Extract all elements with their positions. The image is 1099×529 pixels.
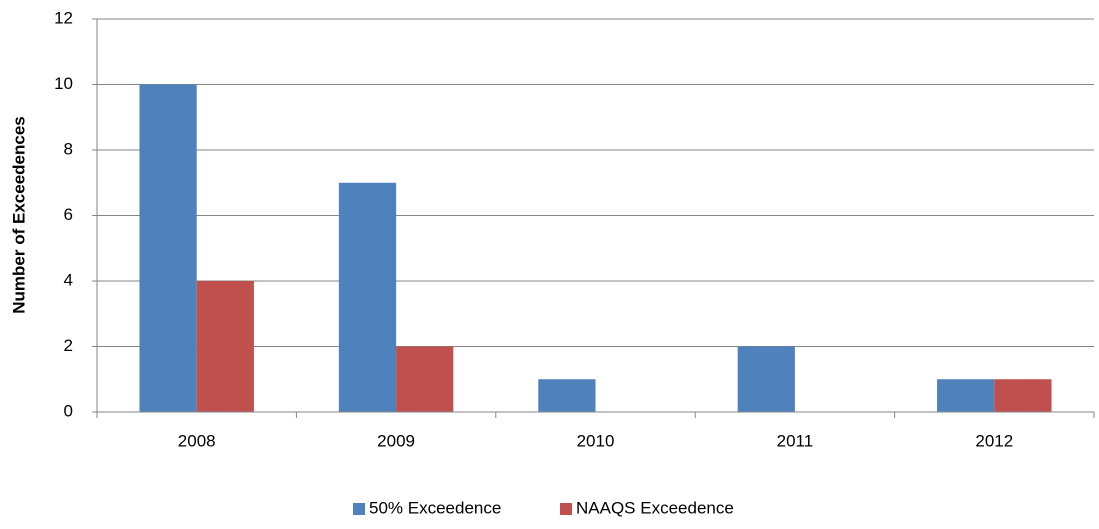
bar [139, 84, 197, 412]
bar [538, 379, 596, 412]
x-tick-label: 2009 [377, 431, 415, 450]
legend-label: 50% Exceedence [369, 498, 501, 517]
x-tick-label: 2011 [777, 431, 814, 450]
bar [937, 379, 995, 412]
y-tick-label: 12 [54, 8, 73, 27]
y-tick-label: 8 [64, 139, 73, 158]
legend-swatch [353, 503, 365, 515]
x-tick-label: 2008 [178, 431, 216, 450]
x-tick-label: 2012 [975, 431, 1013, 450]
y-tick-label: 6 [64, 205, 73, 224]
legend-label: NAAQS Exceedence [576, 498, 734, 517]
y-axis-title: Number of Exceedences [9, 116, 28, 313]
bar [196, 281, 254, 412]
legend-swatch [560, 503, 572, 515]
y-tick-label: 4 [64, 270, 73, 289]
x-tick-label: 2010 [577, 431, 615, 450]
y-tick-label: 2 [64, 336, 73, 355]
bar [338, 182, 397, 412]
bar [396, 346, 454, 412]
y-tick-label: 10 [54, 74, 73, 93]
y-tick-label: 0 [64, 401, 73, 420]
bar [737, 346, 795, 412]
bar [994, 379, 1052, 412]
